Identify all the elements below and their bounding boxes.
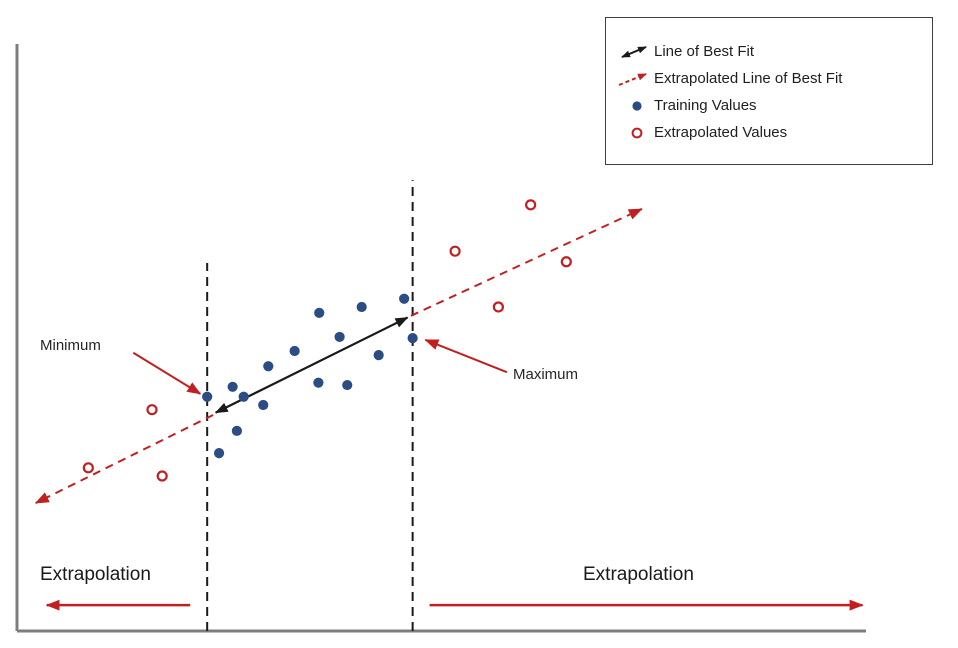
- maximum-arrow: [424, 338, 508, 374]
- training-point: [213, 448, 225, 459]
- training-point: [263, 361, 274, 372]
- training-point: [373, 350, 384, 361]
- black-double-arrow-line-icon: [616, 42, 654, 62]
- training-point: [238, 391, 249, 402]
- training-point: [227, 381, 238, 392]
- blue-filled-dot-icon: [616, 96, 654, 116]
- extrapolation-left-label: Extrapolation: [40, 564, 151, 585]
- legend-label: Line of Best Fit: [654, 43, 755, 60]
- extrapolation-right-label: Extrapolation: [583, 564, 694, 585]
- extrapolated-point: [525, 199, 537, 211]
- training-point: [202, 391, 213, 402]
- legend-label: Extrapolated Line of Best Fit: [654, 70, 843, 87]
- training-point: [342, 379, 353, 391]
- training-point: [313, 377, 324, 388]
- minimum-arrow: [132, 351, 202, 395]
- extrapolated-line-left: [34, 414, 214, 504]
- legend-item-training-values: Training Values: [616, 92, 924, 119]
- training-point: [231, 425, 242, 436]
- extrapolated-point: [146, 404, 158, 416]
- training-point: [289, 345, 300, 357]
- training-point: [356, 301, 367, 313]
- maximum-label: Maximum: [513, 366, 579, 383]
- extrapolated-point: [449, 245, 461, 257]
- extrapolated-point: [492, 301, 504, 313]
- extrapolated-point: [156, 470, 168, 482]
- legend-item-best-fit: Line of Best Fit: [616, 38, 924, 65]
- red-open-circle-icon: [616, 123, 654, 143]
- legend-label: Extrapolated Values: [654, 124, 788, 141]
- training-point: [407, 332, 418, 344]
- legend-item-extrapolated-values: Extrapolated Values: [616, 119, 924, 146]
- training-point: [314, 307, 325, 318]
- legend-item-extrapolated-line: Extrapolated Line of Best Fit: [616, 65, 924, 92]
- legend: Line of Best Fit Extrapolated Line of Be…: [605, 17, 933, 165]
- training-point: [258, 399, 269, 411]
- red-dashed-arrow-line-icon: [616, 69, 654, 89]
- extrapolated-point: [82, 462, 94, 474]
- extrapolated-point: [560, 256, 572, 268]
- extrapolated-line-right: [410, 208, 643, 317]
- training-point: [399, 293, 410, 304]
- training-point: [334, 331, 345, 343]
- legend-label: Training Values: [654, 97, 757, 114]
- minimum-label: Minimum: [40, 337, 101, 354]
